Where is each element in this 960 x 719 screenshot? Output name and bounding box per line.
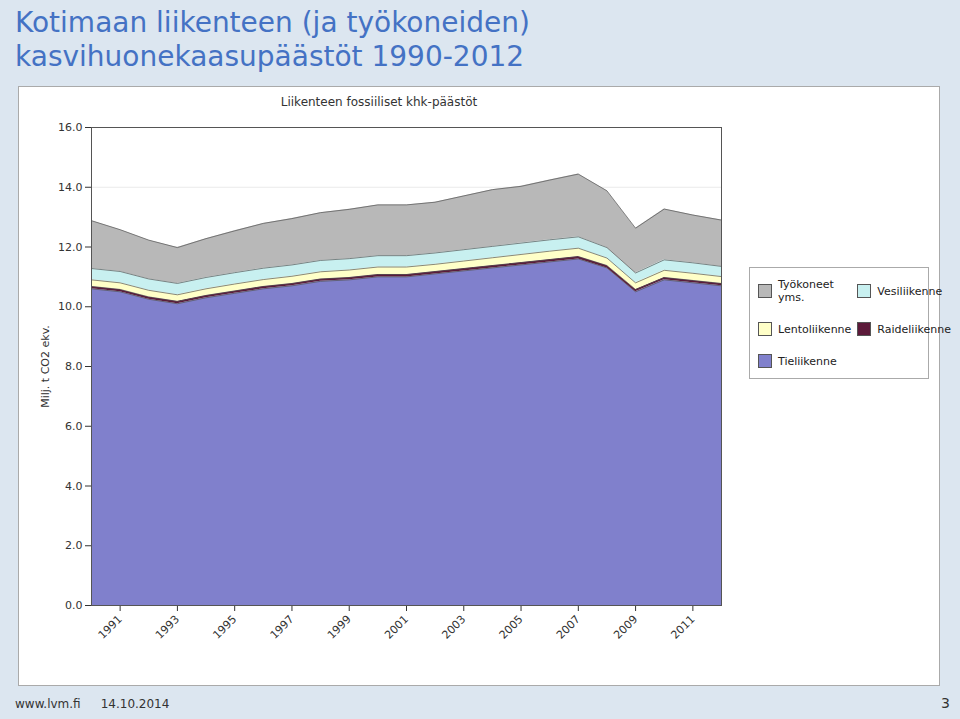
svg-text:14.0: 14.0 bbox=[58, 181, 83, 194]
svg-text:2005: 2005 bbox=[497, 613, 526, 642]
svg-text:0.0: 0.0 bbox=[65, 599, 83, 612]
html-text:Tieliikenne: Tieliikenne bbox=[778, 354, 837, 368]
html-text:Raideliikenne: Raideliikenne bbox=[877, 322, 951, 336]
svg-text:10.0: 10.0 bbox=[58, 300, 83, 313]
svg-text:16.0: 16.0 bbox=[58, 121, 83, 134]
svg-text:8.0: 8.0 bbox=[65, 360, 83, 373]
html-text:Lentoliikenne: Lentoliikenne bbox=[778, 322, 852, 336]
svg-text:1991: 1991 bbox=[96, 613, 125, 642]
svg-text:1999: 1999 bbox=[325, 613, 354, 642]
html-text:www.lvm.fi: www.lvm.fi bbox=[15, 697, 81, 711]
html-text:Vesiliikenne: Vesiliikenne bbox=[877, 284, 943, 298]
svg-text:2009: 2009 bbox=[611, 613, 640, 642]
svg-text:12.0: 12.0 bbox=[58, 241, 83, 254]
html-text:Liikenteen fossiiliset khk-pää: Liikenteen fossiiliset khk-päästöt bbox=[280, 95, 478, 109]
svg-text:2.0: 2.0 bbox=[65, 539, 83, 552]
html-text:Kotimaan liikenteen (ja työkon: Kotimaan liikenteen (ja työkoneiden) kas… bbox=[15, 6, 530, 73]
svg-text:1993: 1993 bbox=[153, 613, 182, 642]
svg-text:2011: 2011 bbox=[668, 613, 697, 642]
svg-text:1997: 1997 bbox=[268, 613, 297, 642]
svg-text:4.0: 4.0 bbox=[65, 480, 83, 493]
svg-text:1995: 1995 bbox=[210, 613, 239, 642]
svg-text:6.0: 6.0 bbox=[65, 420, 83, 433]
html-text:3: 3 bbox=[941, 695, 950, 711]
svg-text:2001: 2001 bbox=[382, 613, 411, 642]
html-text:Työkoneet yms.: Työkoneet yms. bbox=[778, 278, 834, 304]
svg-text:2003: 2003 bbox=[439, 613, 468, 642]
svg-text:Milj. t CO2 ekv.: Milj. t CO2 ekv. bbox=[39, 325, 52, 408]
html-text:14.10.2014: 14.10.2014 bbox=[100, 697, 170, 711]
svg-text:2007: 2007 bbox=[554, 613, 583, 642]
